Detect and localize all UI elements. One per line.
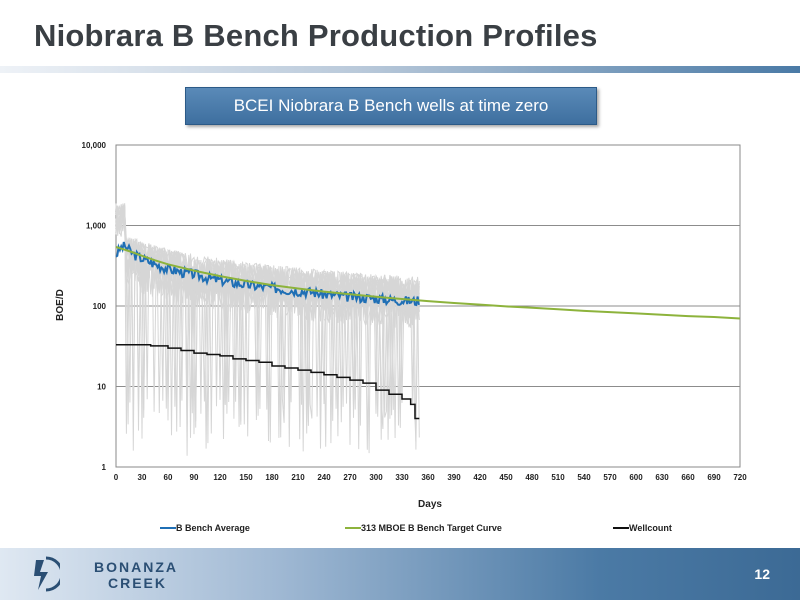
x-tick-label: 450 <box>499 473 513 482</box>
series-line-wellcount <box>116 344 420 420</box>
x-tick-label: 270 <box>343 473 357 482</box>
x-tick-label: 330 <box>395 473 409 482</box>
x-tick-label: 720 <box>733 473 747 482</box>
y-tick-label: 1,000 <box>86 222 107 231</box>
x-tick-label: 120 <box>213 473 227 482</box>
logo-mark-icon <box>34 556 60 592</box>
x-tick-label: 360 <box>421 473 435 482</box>
company-logo: BONANZA CREEK <box>30 556 176 592</box>
y-tick-label: 10,000 <box>82 141 107 150</box>
x-tick-label: 660 <box>681 473 695 482</box>
x-tick-label: 690 <box>707 473 721 482</box>
series-line-target-curve <box>115 246 741 320</box>
y-tick-label: 10 <box>97 383 106 392</box>
x-tick-label: 210 <box>291 473 305 482</box>
y-axis-label: BOE/D <box>55 289 66 321</box>
x-tick-label: 480 <box>525 473 539 482</box>
x-tick-label: 510 <box>551 473 565 482</box>
legend-label: 313 MBOE B Bench Target Curve <box>361 523 502 533</box>
footer-bar <box>0 548 800 600</box>
x-tick-label: 600 <box>629 473 643 482</box>
x-tick-label: 150 <box>239 473 253 482</box>
x-tick-label: 0 <box>114 473 119 482</box>
x-tick-label: 180 <box>265 473 279 482</box>
x-tick-label: 90 <box>190 473 199 482</box>
x-tick-label: 630 <box>655 473 669 482</box>
page-number: 12 <box>754 566 770 582</box>
logo-text-line2: CREEK <box>108 575 168 591</box>
subtitle-box: BCEI Niobrara B Bench wells at time zero <box>185 87 597 125</box>
title-divider-bar <box>0 66 800 73</box>
y-tick-label: 1 <box>102 463 107 472</box>
x-axis-label: Days <box>418 499 442 510</box>
x-tick-label: 570 <box>603 473 617 482</box>
slide-title: Niobrara B Bench Production Profiles <box>34 18 598 53</box>
x-tick-label: 240 <box>317 473 331 482</box>
x-tick-label: 390 <box>447 473 461 482</box>
x-tick-label: 540 <box>577 473 591 482</box>
x-tick-label: 300 <box>369 473 383 482</box>
legend-label: Wellcount <box>629 523 672 533</box>
logo-text-line1: BONANZA <box>94 559 178 575</box>
well-trace <box>115 211 420 437</box>
x-tick-label: 30 <box>138 473 147 482</box>
x-tick-label: 60 <box>164 473 173 482</box>
y-tick-label: 100 <box>93 302 107 311</box>
legend-label: B Bench Average <box>176 523 250 533</box>
individual-well-traces <box>115 203 420 456</box>
production-chart: 1 10 100 1,000 10,000 0 30 60 90 120 150 180 210 240 2… <box>55 141 747 533</box>
x-tick-label: 420 <box>473 473 487 482</box>
